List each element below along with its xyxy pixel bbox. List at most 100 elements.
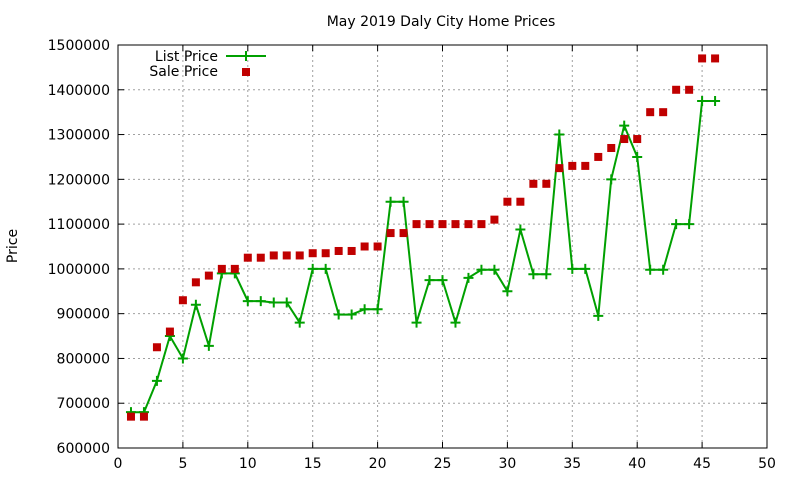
data-point-list-price <box>385 196 396 207</box>
data-point-sale-price <box>581 161 590 170</box>
data-point-sale-price <box>386 229 395 238</box>
y-tick-label: 1300000 <box>48 128 110 144</box>
data-point-list-price <box>307 263 318 274</box>
data-point-list-price <box>697 95 708 106</box>
data-point-list-price <box>476 264 487 275</box>
y-tick-label: 1400000 <box>48 83 110 99</box>
x-tick-label: 25 <box>434 456 452 472</box>
x-tick-label: 50 <box>758 456 776 472</box>
data-point-list-price <box>567 263 578 274</box>
x-tick-label: 40 <box>628 456 646 472</box>
data-point-list-price <box>463 272 474 283</box>
x-tick-label: 35 <box>563 456 581 472</box>
data-point-list-price <box>632 151 643 162</box>
data-point-sale-price <box>711 54 720 63</box>
data-point-sale-price <box>633 135 642 144</box>
legend-marker-sale-price <box>242 68 250 76</box>
data-point-list-price <box>346 309 357 320</box>
data-point-sale-price <box>295 251 304 260</box>
data-point-sale-price <box>438 220 447 229</box>
data-point-sale-price <box>594 152 603 161</box>
data-point-list-price <box>671 219 682 230</box>
legend-label-list-price: List Price <box>155 49 218 65</box>
data-point-sale-price <box>542 179 551 188</box>
plot-frame <box>117 44 768 449</box>
y-tick-label: 1000000 <box>48 262 110 278</box>
x-tick-labels: 0 5 10 15 20 25 30 35 40 45 50 <box>114 456 776 472</box>
data-point-list-price <box>658 264 669 275</box>
data-point-list-price <box>424 275 435 286</box>
data-point-sale-price <box>347 246 356 255</box>
data-point-sale-price <box>503 197 512 206</box>
data-point-sale-price <box>334 246 343 255</box>
data-point-sale-price <box>165 327 174 336</box>
x-tick-label: 0 <box>114 456 123 472</box>
data-point-list-price <box>333 309 344 320</box>
series-sale-price <box>126 54 720 421</box>
y-tick-label: 700000 <box>57 396 110 412</box>
data-point-list-price <box>268 297 279 308</box>
data-point-sale-price <box>464 220 473 229</box>
x-tick-label: 20 <box>369 456 387 472</box>
data-point-sale-price <box>126 412 135 421</box>
data-point-sale-price <box>490 215 499 224</box>
data-point-sale-price <box>477 220 486 229</box>
data-point-sale-price <box>555 164 564 173</box>
data-point-list-price <box>255 296 266 307</box>
data-point-list-price <box>359 304 370 315</box>
data-point-sale-price <box>425 220 434 229</box>
data-point-sale-price <box>646 108 655 117</box>
data-point-sale-price <box>178 296 187 305</box>
data-point-sale-price <box>204 271 213 280</box>
data-point-list-price <box>281 297 292 308</box>
data-point-sale-price <box>451 220 460 229</box>
data-point-sale-price <box>607 143 616 152</box>
data-point-sale-price <box>568 161 577 170</box>
data-point-list-price <box>450 317 461 328</box>
legend: List Price Sale Price <box>149 49 266 80</box>
data-point-sale-price <box>685 85 694 94</box>
data-point-sale-price <box>217 264 226 273</box>
series-line-list-price <box>131 100 716 414</box>
y-tick-label: 900000 <box>57 307 110 323</box>
data-point-list-price <box>190 299 201 310</box>
data-point-list-price <box>372 304 383 315</box>
data-point-list-price <box>619 120 630 131</box>
data-point-sale-price <box>620 135 629 144</box>
x-tick-label: 5 <box>178 456 187 472</box>
series-list-price <box>125 95 721 418</box>
legend-label-sale-price: Sale Price <box>149 64 218 80</box>
data-point-list-price <box>294 317 305 328</box>
data-point-sale-price <box>269 251 278 260</box>
data-point-sale-price <box>256 253 265 262</box>
data-point-list-price <box>502 286 513 297</box>
data-point-sale-price <box>529 179 538 188</box>
data-point-list-price <box>437 275 448 286</box>
data-point-sale-price <box>399 229 408 238</box>
x-tick-label: 10 <box>239 456 257 472</box>
data-point-list-price <box>684 219 695 230</box>
data-point-list-price <box>606 174 617 185</box>
data-point-sale-price <box>360 242 369 251</box>
y-tick-label: 600000 <box>57 441 110 457</box>
y-tick-label: 1500000 <box>48 38 110 54</box>
data-point-list-price <box>554 129 565 140</box>
data-point-list-price <box>242 296 253 307</box>
x-tick-label: 30 <box>498 456 516 472</box>
data-point-sale-price <box>230 264 239 273</box>
data-point-list-price <box>320 263 331 274</box>
data-point-list-price <box>645 264 656 275</box>
data-point-sale-price <box>139 412 148 421</box>
data-point-list-price <box>398 196 409 207</box>
x-tick-label: 45 <box>693 456 711 472</box>
data-point-list-price <box>411 317 422 328</box>
data-point-list-price <box>177 353 188 364</box>
data-point-sale-price <box>516 197 525 206</box>
data-point-list-price <box>489 264 500 275</box>
y-tick-label: 1100000 <box>48 217 110 233</box>
data-point-list-price <box>515 224 526 235</box>
data-point-sale-price <box>152 343 161 352</box>
data-point-sale-price <box>191 278 200 287</box>
y-tick-label: 1200000 <box>48 172 110 188</box>
